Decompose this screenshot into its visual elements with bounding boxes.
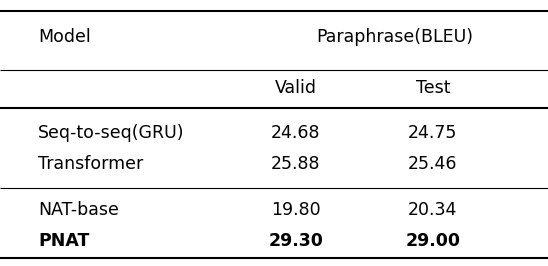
Text: Test: Test bbox=[416, 79, 450, 97]
Text: 29.30: 29.30 bbox=[269, 232, 323, 250]
Text: Seq-to-seq(GRU): Seq-to-seq(GRU) bbox=[38, 124, 185, 142]
Text: 25.46: 25.46 bbox=[408, 155, 458, 173]
Text: 19.80: 19.80 bbox=[271, 201, 321, 219]
Text: 24.75: 24.75 bbox=[408, 124, 458, 142]
Text: Model: Model bbox=[38, 28, 91, 46]
Text: Valid: Valid bbox=[275, 79, 317, 97]
Text: Transformer: Transformer bbox=[38, 155, 144, 173]
Text: 20.34: 20.34 bbox=[408, 201, 458, 219]
Text: 29.00: 29.00 bbox=[406, 232, 460, 250]
Text: 24.68: 24.68 bbox=[271, 124, 321, 142]
Text: NAT-base: NAT-base bbox=[38, 201, 119, 219]
Text: PNAT: PNAT bbox=[38, 232, 90, 250]
Text: 25.88: 25.88 bbox=[271, 155, 321, 173]
Text: Paraphrase(BLEU): Paraphrase(BLEU) bbox=[316, 28, 473, 46]
